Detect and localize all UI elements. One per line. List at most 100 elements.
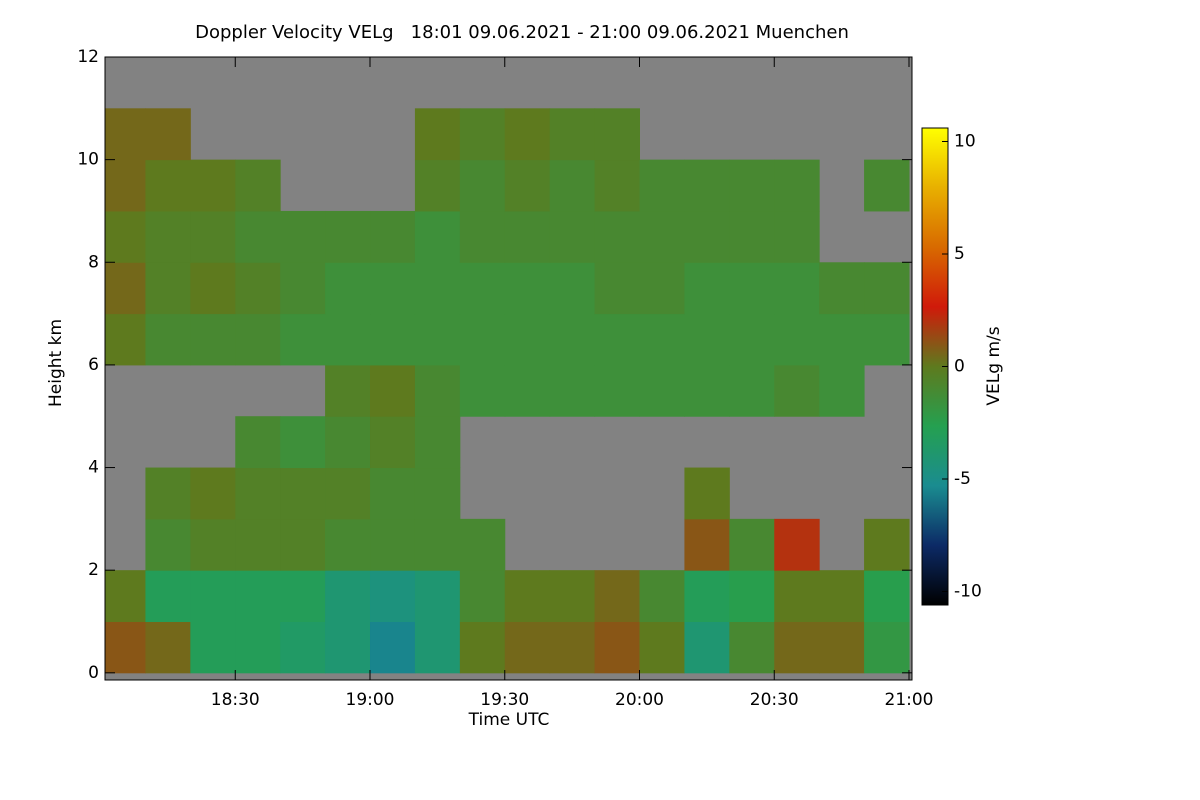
heatmap-cell [280, 467, 326, 520]
heatmap-cell [504, 159, 551, 212]
heatmap-cell [459, 210, 506, 263]
heatmap-cell [414, 621, 461, 674]
heatmap-cell [414, 364, 461, 417]
heatmap-cell [864, 621, 910, 674]
heatmap-cell [639, 621, 685, 674]
heatmap-cell [145, 313, 191, 366]
heatmap [105, 57, 912, 680]
heatmap-cell [414, 416, 461, 469]
colorbar-tick-label: -10 [954, 582, 982, 602]
heatmap-cell [235, 262, 281, 315]
heatmap-cell [774, 621, 820, 674]
heatmap-cell [459, 570, 506, 622]
heatmap-cell [145, 467, 191, 520]
heatmap-cell [594, 108, 641, 161]
heatmap-cell [774, 210, 820, 263]
heatmap-cell [414, 159, 461, 212]
heatmap-cell [594, 364, 641, 417]
heatmap-cell [145, 210, 191, 263]
heatmap-cell [774, 570, 820, 622]
heatmap-cell [639, 570, 685, 622]
heatmap-cell [864, 159, 910, 212]
heatmap-cell [370, 518, 416, 571]
x-tick-label: 21:00 [885, 690, 934, 710]
heatmap-cell [370, 467, 416, 520]
heatmap-cell [639, 313, 685, 366]
heatmap-cell [594, 159, 641, 212]
heatmap-cell [280, 570, 326, 622]
heatmap-cell [774, 262, 820, 315]
heatmap-cell [414, 210, 461, 263]
heatmap-cell [729, 364, 775, 417]
heatmap-cell [190, 159, 236, 212]
y-tick-label: 2 [88, 560, 99, 580]
heatmap-cell [370, 262, 416, 315]
heatmap-cell [190, 262, 236, 315]
y-tick-label: 10 [77, 150, 99, 170]
heatmap-cell [145, 159, 191, 212]
y-tick-label: 8 [88, 252, 99, 272]
heatmap-cell [639, 364, 685, 417]
heatmap-cell [190, 210, 236, 263]
heatmap-cell [145, 621, 191, 674]
heatmap-cell [235, 467, 281, 520]
heatmap-cell [414, 313, 461, 366]
heatmap-cell [190, 570, 236, 622]
heatmap-cell [325, 570, 371, 622]
heatmap-cell [235, 159, 281, 212]
heatmap-cell [325, 518, 371, 571]
heatmap-cell [459, 159, 506, 212]
heatmap-cell [549, 159, 596, 212]
heatmap-cell [370, 364, 416, 417]
x-tick-label: 20:30 [750, 690, 799, 710]
heatmap-cell [190, 621, 236, 674]
heatmap-cell [684, 364, 730, 417]
heatmap-cell [235, 313, 281, 366]
heatmap-cell [819, 621, 865, 674]
heatmap-cell [190, 467, 236, 520]
colorbar-tick-label: -5 [954, 469, 971, 489]
chart-title: Doppler Velocity VELg 18:01 09.06.2021 -… [195, 22, 849, 43]
heatmap-cell [684, 262, 730, 315]
heatmap-cell [864, 518, 910, 571]
heatmap-cell [459, 108, 506, 161]
heatmap-cell [504, 313, 551, 366]
heatmap-cell [414, 570, 461, 622]
heatmap-cell [370, 570, 416, 622]
heatmap-cell [145, 262, 191, 315]
heatmap-cell [729, 621, 775, 674]
heatmap-cell [684, 313, 730, 366]
heatmap-cell [459, 364, 506, 417]
heatmap-cell [105, 210, 146, 263]
heatmap-cell [325, 621, 371, 674]
heatmap-cell [459, 518, 506, 571]
heatmap-cell [504, 364, 551, 417]
heatmap-cell [594, 621, 641, 674]
heatmap-cell [864, 570, 910, 622]
heatmap-cell [235, 570, 281, 622]
heatmap-cell [549, 262, 596, 315]
heatmap-cell [729, 313, 775, 366]
heatmap-cell [235, 621, 281, 674]
heatmap-cell [325, 364, 371, 417]
heatmap-cell [280, 262, 326, 315]
heatmap-cell [549, 108, 596, 161]
heatmap-cell [774, 313, 820, 366]
x-tick-label: 20:00 [615, 690, 664, 710]
heatmap-cell [280, 416, 326, 469]
heatmap-cell [819, 364, 865, 417]
heatmap-cell [414, 108, 461, 161]
heatmap-cell [370, 416, 416, 469]
heatmap-cell [504, 570, 551, 622]
heatmap-cell [504, 621, 551, 674]
heatmap-cell [504, 108, 551, 161]
heatmap-cell [325, 416, 371, 469]
heatmap-cell [594, 262, 641, 315]
heatmap-cell [280, 313, 326, 366]
heatmap-cell [549, 313, 596, 366]
colorbar-tick-label: 5 [954, 244, 965, 264]
heatmap-cell [370, 313, 416, 366]
heatmap-cell [280, 621, 326, 674]
heatmap-cell [235, 518, 281, 571]
heatmap-cell [459, 621, 506, 674]
